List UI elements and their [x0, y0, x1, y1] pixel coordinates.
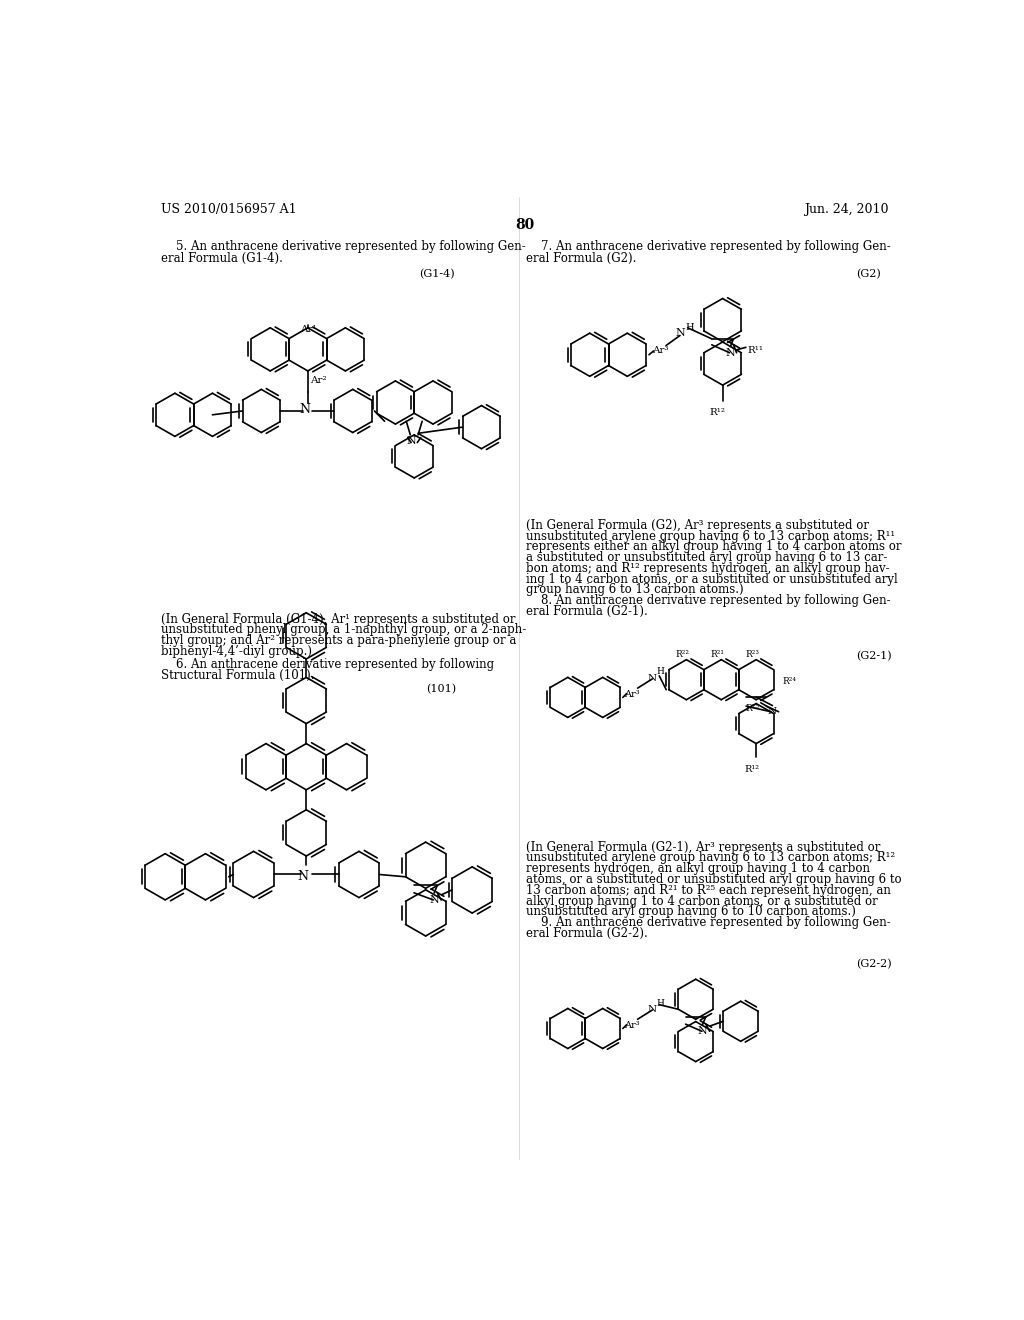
Text: N: N	[648, 673, 656, 682]
Text: group having 6 to 13 carbon atoms.): group having 6 to 13 carbon atoms.)	[526, 583, 744, 597]
Text: 9. An anthracene derivative represented by following Gen-: 9. An anthracene derivative represented …	[526, 916, 891, 929]
Text: Jun. 24, 2010: Jun. 24, 2010	[805, 203, 889, 216]
Text: (In General Formula (G1-4), Ar¹ represents a substituted or: (In General Formula (G1-4), Ar¹ represen…	[161, 612, 515, 626]
Text: atoms, or a substituted or unsubstituted aryl group having 6 to: atoms, or a substituted or unsubstituted…	[526, 873, 902, 886]
Text: eral Formula (G1-4).: eral Formula (G1-4).	[161, 252, 283, 264]
Text: N: N	[429, 895, 439, 906]
Text: bon atoms; and R¹² represents hydrogen, an alkyl group hav-: bon atoms; and R¹² represents hydrogen, …	[526, 562, 890, 576]
Text: Ar¹: Ar¹	[300, 325, 316, 334]
Text: (G2-2): (G2-2)	[856, 960, 892, 969]
Text: R²²: R²²	[676, 651, 689, 660]
Text: 7. An anthracene derivative represented by following Gen-: 7. An anthracene derivative represented …	[526, 240, 891, 253]
Text: 5. An anthracene derivative represented by following Gen-: 5. An anthracene derivative represented …	[161, 240, 525, 253]
Text: H: H	[656, 668, 664, 676]
Text: N: N	[648, 1005, 656, 1014]
Text: R²⁵: R²⁵	[745, 705, 760, 713]
Text: (101): (101)	[426, 684, 457, 694]
Text: unsubstituted arylene group having 6 to 13 carbon atoms; R¹¹: unsubstituted arylene group having 6 to …	[526, 529, 895, 543]
Text: 80: 80	[515, 218, 535, 232]
Text: N: N	[676, 329, 686, 338]
Text: N: N	[407, 436, 416, 446]
Text: R²⁴: R²⁴	[782, 677, 797, 685]
Text: (G2): (G2)	[856, 269, 882, 280]
Text: (G1-4): (G1-4)	[419, 269, 455, 280]
Text: R¹¹: R¹¹	[748, 346, 764, 355]
Text: represents hydrogen, an alkyl group having 1 to 4 carbon: represents hydrogen, an alkyl group havi…	[526, 862, 870, 875]
Text: N: N	[697, 1026, 708, 1036]
Text: Structural Formula (101).: Structural Formula (101).	[161, 669, 314, 682]
Text: N: N	[299, 403, 310, 416]
Text: unsubstituted phenyl group, a 1-naphthyl group, or a 2-naph-: unsubstituted phenyl group, a 1-naphthyl…	[161, 623, 525, 636]
Text: 6. An anthracene derivative represented by following: 6. An anthracene derivative represented …	[161, 659, 494, 671]
Text: (G2-1): (G2-1)	[856, 651, 892, 661]
Text: unsubstituted arylene group having 6 to 13 carbon atoms; R¹²: unsubstituted arylene group having 6 to …	[526, 851, 895, 865]
Text: eral Formula (G2).: eral Formula (G2).	[526, 252, 637, 264]
Text: N: N	[767, 708, 776, 717]
Text: eral Formula (G2-2).: eral Formula (G2-2).	[526, 927, 648, 940]
Text: biphenyl-4,4’-diyl group.): biphenyl-4,4’-diyl group.)	[161, 645, 311, 659]
Text: 8. An anthracene derivative represented by following Gen-: 8. An anthracene derivative represented …	[526, 594, 891, 607]
Text: R¹²: R¹²	[744, 766, 759, 774]
Text: US 2010/0156957 A1: US 2010/0156957 A1	[161, 203, 296, 216]
Text: Ar³: Ar³	[625, 690, 640, 698]
Text: a substituted or unsubstituted aryl group having 6 to 13 car-: a substituted or unsubstituted aryl grou…	[526, 552, 888, 564]
Text: N: N	[298, 870, 308, 883]
Text: R¹²: R¹²	[710, 408, 726, 417]
Text: 13 carbon atoms; and R²¹ to R²⁵ each represent hydrogen, an: 13 carbon atoms; and R²¹ to R²⁵ each rep…	[526, 884, 891, 896]
Text: Ar²: Ar²	[310, 376, 327, 385]
Text: H: H	[656, 999, 664, 1007]
Text: ing 1 to 4 carbon atoms, or a substituted or unsubstituted aryl: ing 1 to 4 carbon atoms, or a substitute…	[526, 573, 898, 586]
Text: unsubstituted aryl group having 6 to 10 carbon atoms.): unsubstituted aryl group having 6 to 10 …	[526, 906, 856, 919]
Text: Ar³: Ar³	[625, 1020, 640, 1030]
Text: eral Formula (G2-1).: eral Formula (G2-1).	[526, 605, 648, 618]
Text: represents either an alkyl group having 1 to 4 carbon atoms or: represents either an alkyl group having …	[526, 540, 902, 553]
Text: Ar³: Ar³	[652, 346, 669, 355]
Text: N: N	[725, 348, 735, 359]
Text: (In General Formula (G2), Ar³ represents a substituted or: (In General Formula (G2), Ar³ represents…	[526, 519, 869, 532]
Text: (In General Formula (G2-1), Ar³ represents a substituted or: (In General Formula (G2-1), Ar³ represen…	[526, 841, 881, 854]
Text: alkyl group having 1 to 4 carbon atoms, or a substituted or: alkyl group having 1 to 4 carbon atoms, …	[526, 895, 879, 908]
Text: R²³: R²³	[745, 651, 760, 660]
Text: H: H	[685, 322, 694, 331]
Text: R²¹: R²¹	[711, 651, 724, 660]
Text: thyl group; and Ar² represents a para-phenylene group or a: thyl group; and Ar² represents a para-ph…	[161, 635, 516, 647]
